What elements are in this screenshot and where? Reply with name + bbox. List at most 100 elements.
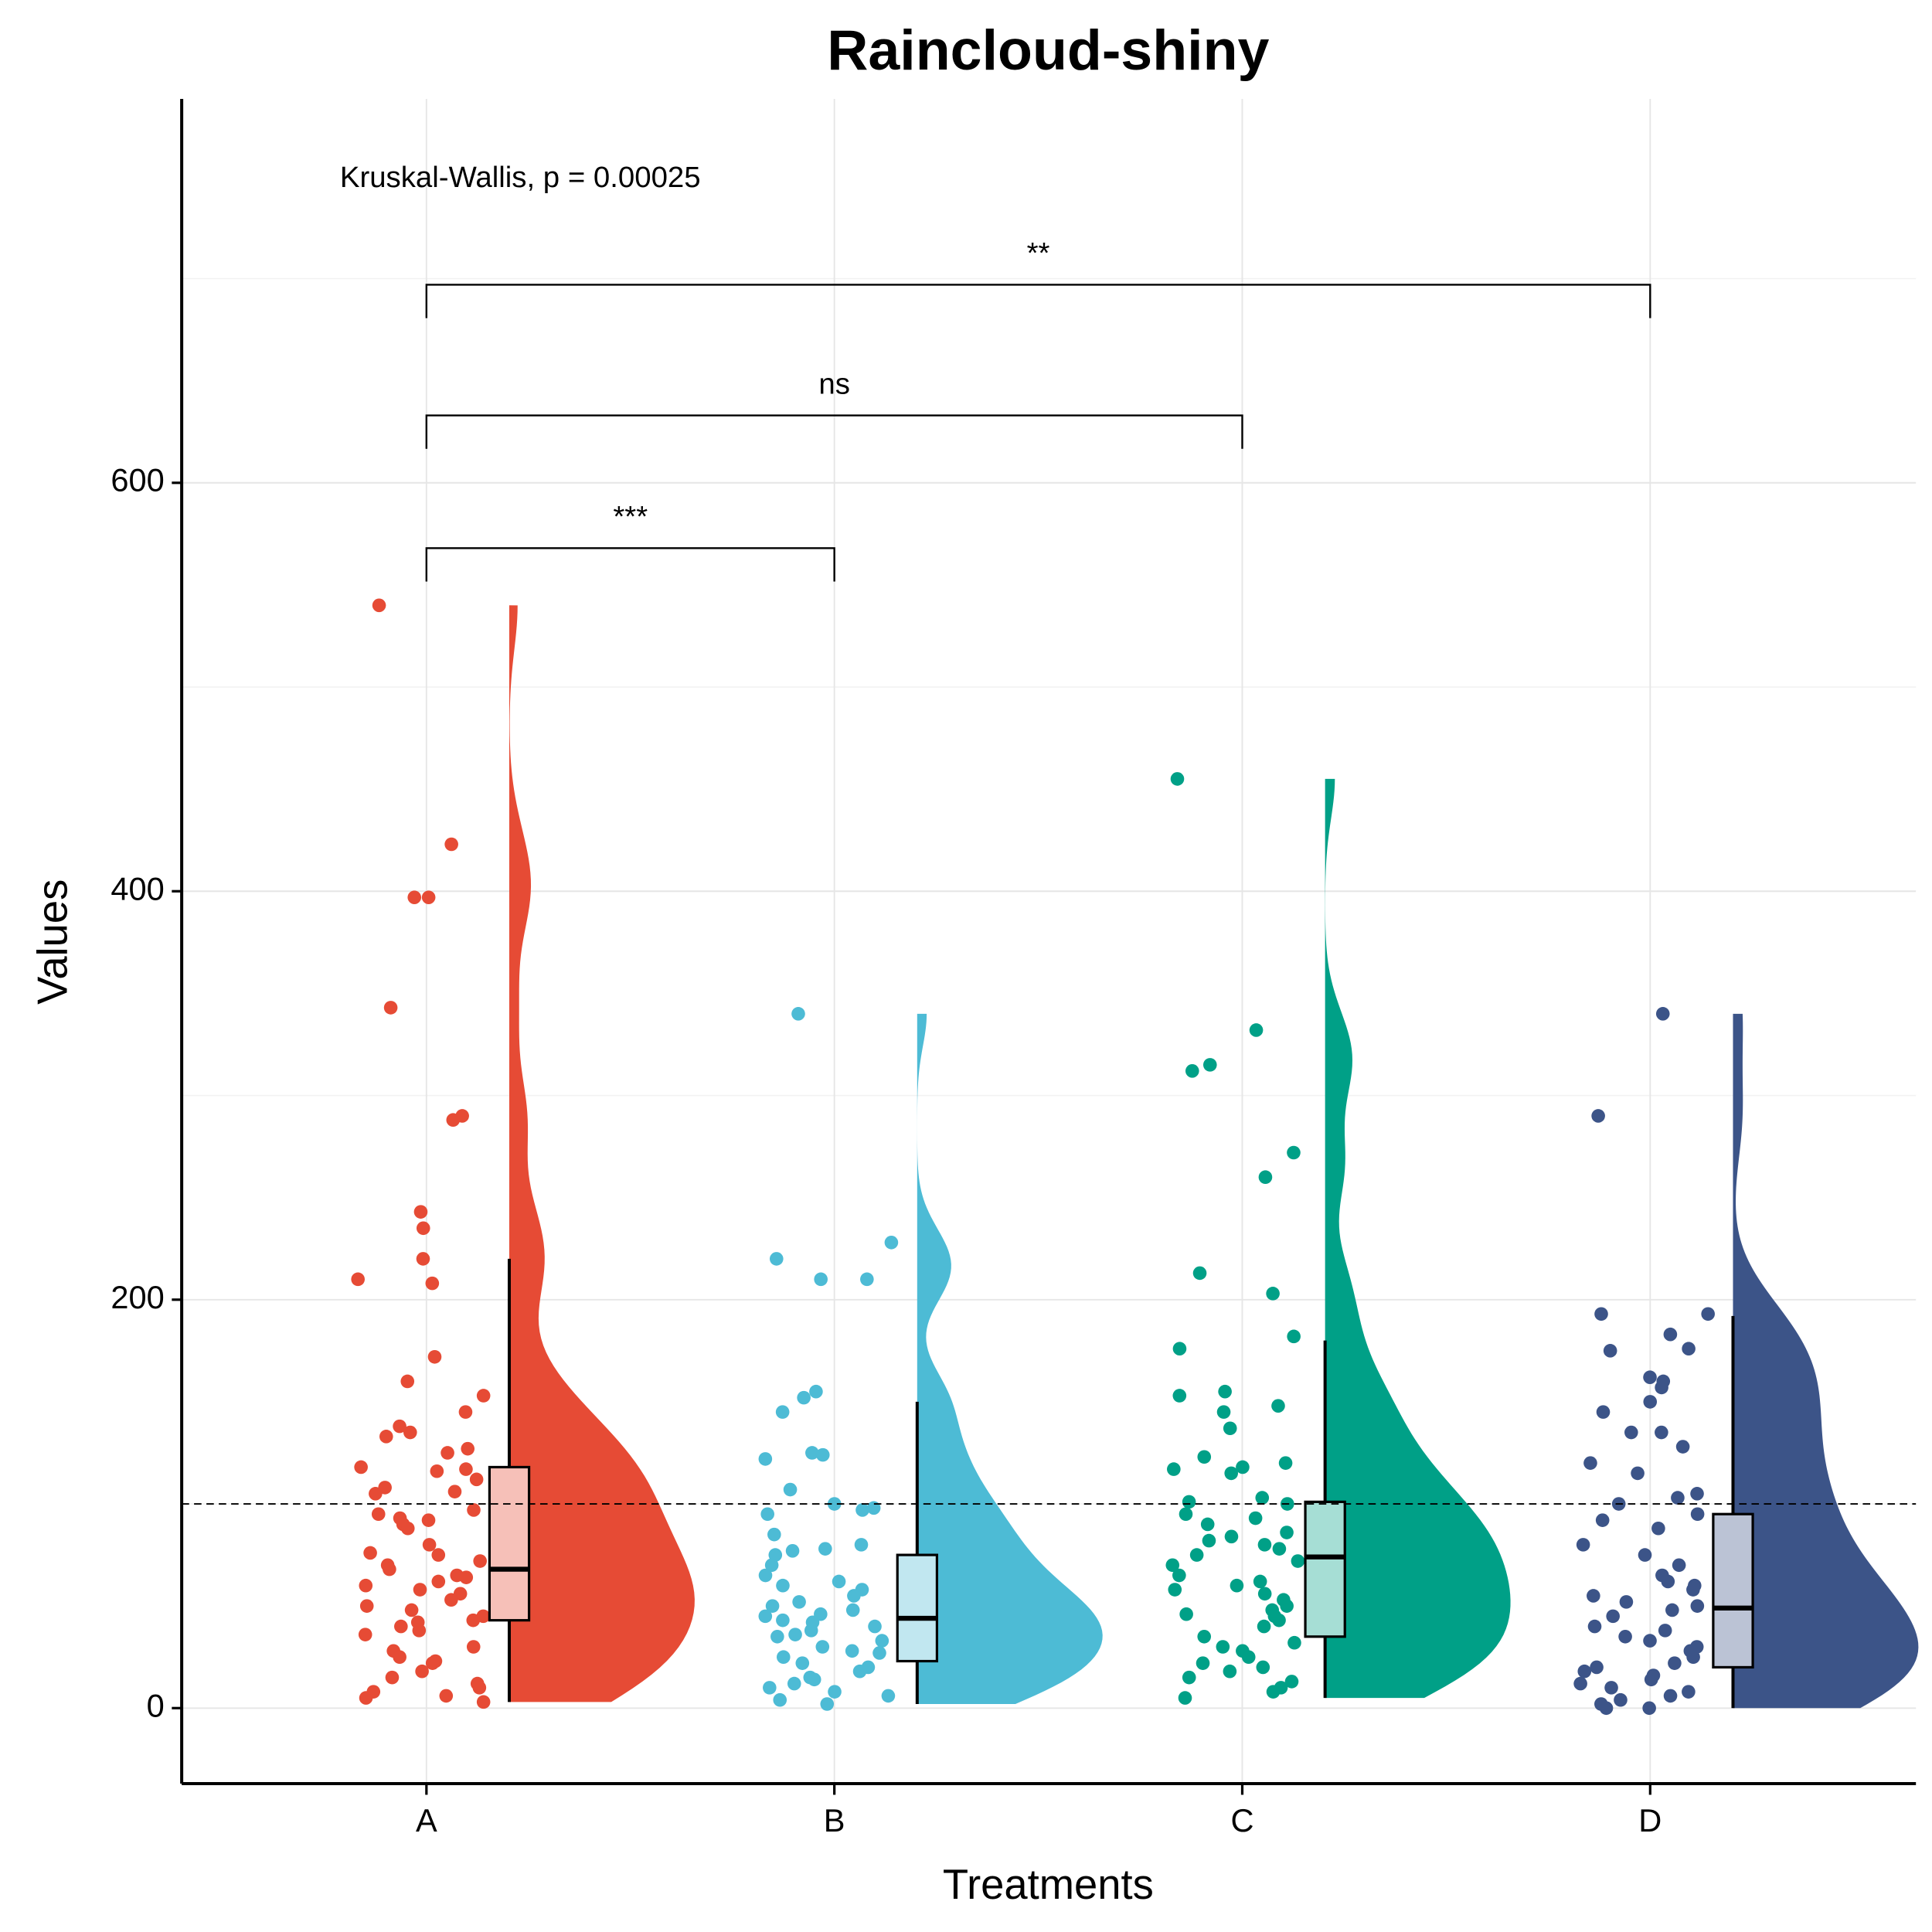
data-point — [458, 1405, 473, 1419]
data-point — [1179, 1607, 1193, 1621]
data-point — [431, 1574, 446, 1589]
data-point — [767, 1527, 781, 1542]
data-point — [783, 1482, 798, 1497]
data-point — [431, 1548, 446, 1562]
data-point — [1182, 1495, 1196, 1509]
data-point — [1655, 1007, 1670, 1021]
data-point — [787, 1676, 801, 1691]
data-point — [379, 1430, 393, 1444]
significance-label: ns — [818, 367, 850, 400]
data-point — [1587, 1619, 1602, 1634]
data-point — [1258, 1170, 1273, 1185]
data-point — [1577, 1664, 1592, 1679]
x-tick-label: C — [1230, 1802, 1253, 1838]
data-point — [1197, 1450, 1212, 1464]
data-point — [354, 1460, 368, 1475]
data-point — [430, 1464, 444, 1478]
data-point — [788, 1628, 802, 1641]
data-point — [1257, 1619, 1271, 1634]
data-point — [440, 1446, 454, 1460]
data-point — [1576, 1538, 1590, 1552]
y-tick-label: 0 — [147, 1687, 165, 1723]
data-point — [1280, 1599, 1294, 1613]
data-point — [359, 1578, 373, 1593]
violin — [917, 1013, 1103, 1705]
data-point — [760, 1507, 774, 1522]
data-point — [404, 1603, 419, 1617]
data-point — [363, 1546, 377, 1560]
y-tick-label: 400 — [111, 870, 164, 906]
data-point — [1675, 1440, 1690, 1454]
annotation: Kruskal-Wallis, p = 0.00025 — [340, 161, 701, 194]
data-point — [473, 1554, 487, 1568]
box — [1304, 1500, 1346, 1638]
data-point — [369, 1487, 383, 1501]
data-point — [872, 1646, 886, 1660]
data-point — [1663, 1327, 1678, 1342]
data-point — [763, 1681, 777, 1695]
data-point — [818, 1542, 832, 1556]
data-point — [1624, 1425, 1638, 1440]
x-axis-title: Treatments — [943, 1861, 1154, 1908]
data-point — [1631, 1466, 1645, 1481]
data-point — [1230, 1578, 1244, 1593]
data-point — [1168, 1583, 1182, 1597]
data-point — [467, 1503, 481, 1517]
data-point — [814, 1272, 828, 1287]
data-point — [785, 1544, 800, 1558]
data-point — [393, 1419, 406, 1434]
data-point — [1255, 1491, 1270, 1505]
data-point — [403, 1425, 417, 1440]
data-point — [1167, 1462, 1181, 1476]
data-point — [400, 1374, 415, 1389]
data-point — [461, 1441, 475, 1456]
data-point — [1287, 1145, 1301, 1160]
data-point — [1690, 1507, 1705, 1522]
data-point — [1291, 1554, 1305, 1568]
data-point — [1661, 1574, 1675, 1589]
chart-title: Raincloud-shiny — [827, 18, 1269, 82]
data-point — [359, 1691, 373, 1705]
data-point — [847, 1589, 861, 1603]
data-point — [773, 1692, 787, 1707]
data-point — [1287, 1329, 1301, 1344]
data-point — [792, 1595, 806, 1609]
data-point — [845, 1603, 860, 1617]
data-point — [1658, 1624, 1672, 1638]
data-point — [421, 890, 436, 904]
data-point — [416, 1252, 430, 1266]
data-point — [1192, 1266, 1207, 1281]
data-point — [1587, 1589, 1600, 1603]
data-point — [1590, 1660, 1604, 1675]
data-point — [1271, 1399, 1285, 1413]
data-point — [845, 1644, 859, 1658]
data-point — [466, 1613, 481, 1628]
data-point — [1599, 1701, 1614, 1716]
data-point — [770, 1630, 784, 1644]
data-point — [758, 1609, 773, 1624]
data-point — [1172, 1568, 1186, 1583]
data-point — [1223, 1421, 1237, 1436]
data-point — [776, 1613, 790, 1628]
data-point — [1614, 1692, 1628, 1707]
data-point — [815, 1447, 830, 1462]
data-point — [371, 1507, 386, 1522]
data-point — [1223, 1664, 1237, 1679]
data-point — [1224, 1466, 1239, 1481]
data-point — [1241, 1650, 1256, 1665]
data-point — [469, 1472, 484, 1487]
data-point — [1671, 1491, 1685, 1505]
data-point — [394, 1619, 408, 1634]
data-point — [1596, 1405, 1611, 1419]
data-point — [1619, 1595, 1634, 1609]
data-point — [385, 1670, 400, 1685]
data-point — [1248, 1511, 1263, 1526]
data-point — [1257, 1538, 1272, 1552]
data-point — [1668, 1656, 1682, 1670]
data-point — [1686, 1650, 1700, 1665]
data-point — [776, 1650, 791, 1665]
data-point — [415, 1664, 429, 1679]
data-point — [775, 1405, 790, 1419]
